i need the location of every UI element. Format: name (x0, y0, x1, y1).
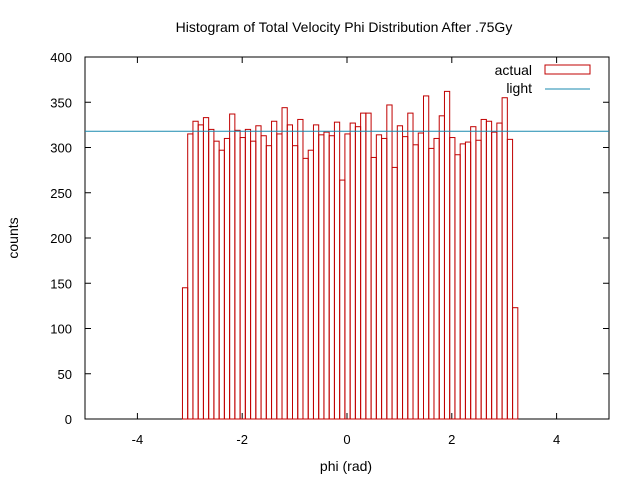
histogram-bar (192, 120, 199, 420)
histogram-bar (265, 145, 273, 420)
histogram-bar (297, 118, 304, 420)
x-tick-label: -2 (236, 432, 248, 447)
histogram-bar (433, 137, 440, 420)
histogram-bar (354, 126, 362, 420)
histogram-bar (181, 287, 189, 420)
chart-title: Histogram of Total Velocity Phi Distribu… (176, 19, 513, 35)
histogram-bar (485, 120, 493, 420)
histogram-bar (417, 132, 425, 420)
histogram-bar (402, 136, 409, 420)
histogram-bar (333, 121, 341, 420)
histogram-bar (302, 157, 309, 420)
histogram-bar (349, 122, 356, 420)
histogram-bar (438, 115, 445, 420)
y-tick-label: 350 (50, 95, 72, 110)
histogram-bar (454, 154, 461, 420)
histogram-bar (208, 128, 215, 420)
y-axis-label: counts (5, 217, 21, 258)
histogram-bar (459, 143, 466, 420)
histogram-bar (396, 125, 404, 420)
legend: actual light (495, 62, 591, 96)
x-tick-label: 4 (553, 432, 560, 447)
histogram-bar (255, 125, 262, 420)
histogram-bar (260, 135, 267, 420)
histogram-bar (370, 156, 377, 420)
histogram-bar (480, 118, 487, 420)
histogram-bar (506, 138, 514, 420)
y-tick-label: 150 (50, 276, 72, 291)
histogram-bar (229, 113, 236, 420)
histogram-bar (407, 112, 414, 420)
histogram-bar (386, 104, 393, 420)
histogram-bar (286, 124, 294, 420)
histogram-bar (365, 112, 372, 420)
histogram-bar (271, 120, 278, 420)
histogram-bar (197, 124, 204, 420)
histogram-bar (381, 137, 388, 420)
x-tick-label: -4 (132, 432, 144, 447)
histogram-bar (239, 137, 246, 420)
histogram-bar (223, 137, 231, 420)
y-tick-label: 100 (50, 322, 72, 337)
histogram-bar (512, 307, 519, 420)
y-tick-label: 250 (50, 186, 72, 201)
histogram-bar (491, 131, 498, 420)
histogram-bar (339, 179, 346, 420)
histogram-bar (328, 135, 335, 420)
histogram-bar (501, 97, 508, 420)
histogram-bar (218, 149, 225, 420)
histogram-bar (307, 149, 314, 420)
histogram-bar (423, 95, 430, 420)
y-tick-label: 400 (50, 50, 72, 65)
histogram-bar (202, 117, 210, 420)
plot-area: 0 50 100 150 200 250 300 350 400 -4 -2 0 2 4 (50, 50, 610, 447)
y-tick-label: 200 (50, 231, 72, 246)
histogram-bar (213, 140, 220, 420)
histogram-bar (449, 137, 456, 420)
histogram-bar (443, 90, 451, 420)
x-tick-label: 2 (448, 432, 455, 447)
histogram-bar (470, 126, 477, 420)
y-tick-label: 300 (50, 141, 72, 156)
y-tick-label: 50 (58, 367, 72, 382)
histogram-bar (292, 145, 299, 420)
histogram-bar (375, 134, 383, 420)
histogram-bar (475, 139, 482, 420)
legend-label-actual: actual (495, 62, 532, 78)
legend-swatch-actual (544, 64, 591, 75)
histogram-bar (344, 133, 351, 420)
histogram-bar (318, 134, 325, 420)
histogram-bar (391, 166, 398, 420)
histogram-bar (276, 133, 283, 420)
x-axis-label: phi (rad) (320, 458, 372, 474)
x-tick-label: 0 (343, 432, 350, 447)
histogram-bar (312, 124, 320, 420)
histogram-bar (360, 112, 367, 420)
histogram-bar (281, 107, 288, 420)
histogram-bar (323, 131, 330, 420)
histogram-bar (234, 129, 241, 420)
histogram-bar (244, 128, 252, 420)
plot-frame (84, 56, 610, 420)
histogram-bar (187, 133, 194, 420)
histogram-bar (428, 147, 435, 420)
histogram-bar (250, 140, 257, 420)
histogram-bar (496, 122, 503, 420)
histogram-bar (464, 141, 472, 420)
y-tick-label: 0 (65, 412, 72, 427)
legend-label-light: light (506, 80, 532, 96)
histogram-bar (412, 144, 419, 420)
